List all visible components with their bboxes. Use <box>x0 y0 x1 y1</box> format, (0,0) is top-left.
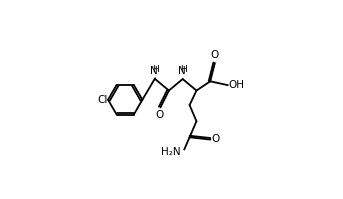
Text: O: O <box>211 50 219 60</box>
Text: H: H <box>152 65 159 74</box>
Text: Cl: Cl <box>97 95 107 105</box>
Text: O: O <box>155 110 163 120</box>
Text: H₂N: H₂N <box>161 147 180 157</box>
Text: N: N <box>151 66 158 76</box>
Text: N: N <box>178 66 186 76</box>
Text: OH: OH <box>229 80 245 90</box>
Text: H: H <box>180 65 187 74</box>
Text: O: O <box>211 134 219 144</box>
